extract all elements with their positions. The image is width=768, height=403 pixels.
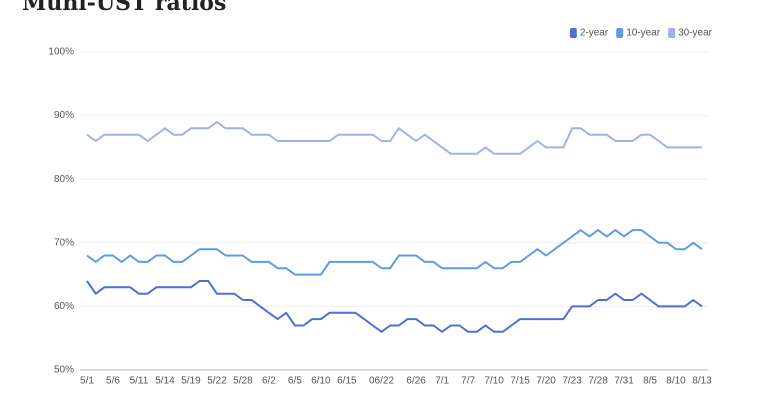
x-tick-label: 8/10 xyxy=(666,376,686,387)
x-tick-label: 7/31 xyxy=(614,376,634,387)
y-tick-label: 90% xyxy=(54,110,74,121)
legend-label: 2-year xyxy=(580,28,609,39)
x-tick-label: 5/14 xyxy=(155,376,175,387)
x-tick-label: 7/1 xyxy=(435,376,449,387)
legend-swatch xyxy=(616,28,624,38)
legend-swatch xyxy=(569,28,577,38)
x-tick-label: 7/20 xyxy=(536,376,556,387)
x-tick-label: 7/28 xyxy=(588,376,608,387)
x-tick-label: 8/13 xyxy=(692,376,712,387)
x-tick-label: 5/11 xyxy=(130,376,149,387)
x-tick-label: 6/10 xyxy=(311,376,331,387)
line xyxy=(86,121,702,155)
y-tick-label: 70% xyxy=(54,237,74,248)
x-tick-label: 5/19 xyxy=(181,376,201,387)
y-tick-label: 50% xyxy=(54,365,74,376)
chart-title: Muni-UST ratios xyxy=(22,0,226,16)
line xyxy=(86,229,703,276)
x-tick-label: 5/1 xyxy=(80,376,94,387)
x-tick-label: 6/26 xyxy=(406,376,426,387)
y-tick-label: 60% xyxy=(54,301,74,312)
x-tick-label: 6/2 xyxy=(262,376,276,387)
line xyxy=(86,280,703,333)
x-tick-label: 5/28 xyxy=(233,376,253,387)
y-tick-label: 100% xyxy=(48,47,74,58)
x-tick-label: 6/15 xyxy=(337,376,357,387)
x-tick-label: 7/15 xyxy=(510,376,530,387)
y-tick-label: 80% xyxy=(54,174,74,185)
legend-label: 30-year xyxy=(678,28,713,39)
legend-label: 10-year xyxy=(626,28,661,39)
x-tick-label: 5/22 xyxy=(207,376,227,387)
legend-swatch xyxy=(668,28,676,38)
x-tick-label: 7/10 xyxy=(484,376,504,387)
x-tick-label: 06/22 xyxy=(369,376,394,387)
x-tick-label: 7/7 xyxy=(461,376,475,387)
x-tick-label: 7/23 xyxy=(562,376,582,387)
x-tick-label: 8/5 xyxy=(643,376,657,387)
x-tick-label: 6/5 xyxy=(288,376,302,387)
x-tick-label: 5/6 xyxy=(106,376,120,387)
